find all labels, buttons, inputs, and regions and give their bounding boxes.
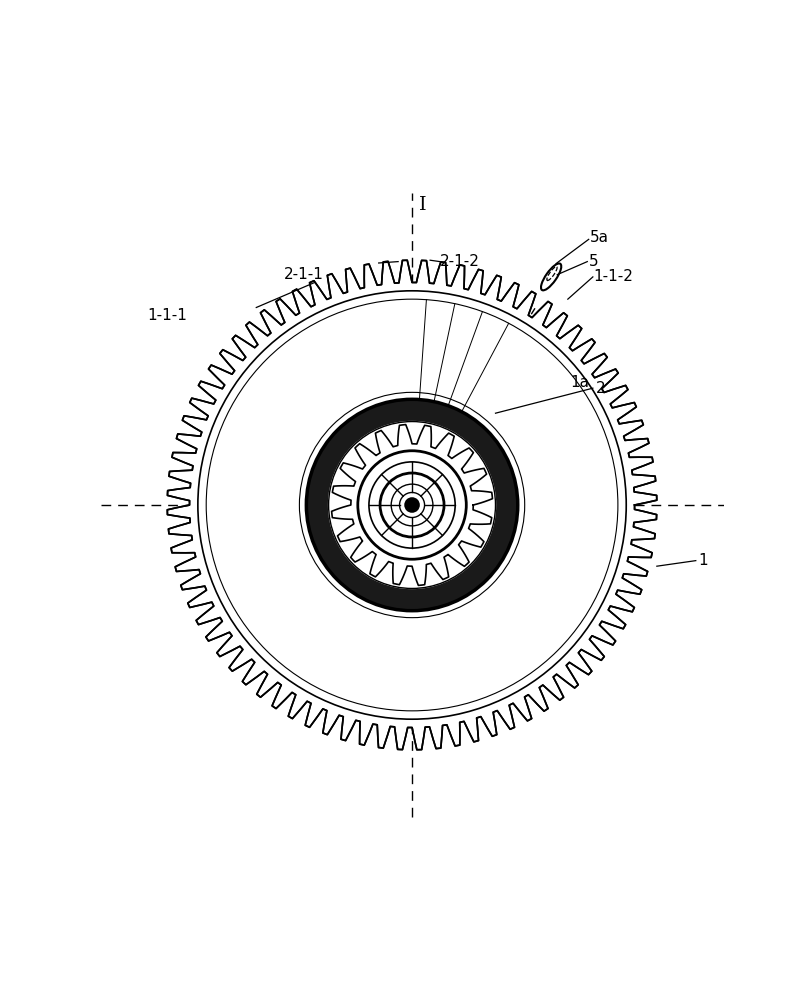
Text: 5: 5 bbox=[588, 254, 597, 269]
Text: 2-1-1: 2-1-1 bbox=[283, 267, 324, 282]
Text: 1: 1 bbox=[698, 553, 707, 568]
Text: 2-1-2: 2-1-2 bbox=[439, 254, 479, 269]
Circle shape bbox=[306, 399, 517, 611]
Circle shape bbox=[405, 498, 418, 512]
Text: 1-1-2: 1-1-2 bbox=[592, 269, 632, 284]
Text: 5a: 5a bbox=[589, 230, 609, 245]
Circle shape bbox=[190, 282, 634, 728]
Circle shape bbox=[328, 422, 495, 588]
Text: 1-1-1: 1-1-1 bbox=[148, 308, 187, 323]
Text: 1a: 1a bbox=[570, 375, 589, 390]
Circle shape bbox=[350, 444, 473, 566]
Text: I: I bbox=[418, 196, 426, 214]
Text: 2: 2 bbox=[595, 381, 605, 396]
